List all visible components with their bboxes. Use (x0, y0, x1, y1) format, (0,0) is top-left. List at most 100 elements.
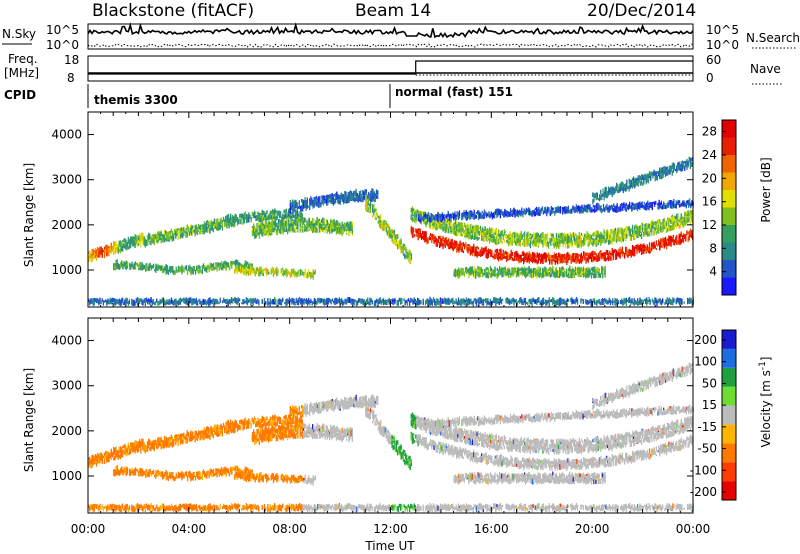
power-cell (239, 265, 242, 271)
power-cell (330, 226, 332, 232)
power-cell (223, 263, 225, 268)
power-cell (588, 243, 591, 246)
power-cell (462, 227, 465, 233)
power-cell (541, 233, 543, 239)
power-cell (241, 213, 243, 216)
power-cell (489, 269, 492, 272)
power-cell (504, 251, 507, 255)
power-cell (562, 244, 564, 248)
nsky-label: N.Sky (2, 27, 36, 41)
power-cell (216, 218, 218, 223)
power-cell (120, 248, 123, 251)
power-cell (400, 245, 402, 250)
power-cell (335, 220, 338, 224)
power-cell (287, 212, 290, 215)
power-cell (210, 267, 213, 271)
power-cell (332, 229, 334, 232)
power-cell (302, 204, 304, 209)
power-cell (368, 203, 370, 207)
power-cell (155, 234, 158, 240)
power-cell (453, 240, 456, 246)
power-cell (364, 196, 366, 201)
power-cell (296, 219, 298, 222)
power-cell (450, 242, 452, 249)
power-cell (294, 270, 296, 276)
power-cell (285, 222, 288, 227)
power-cell (442, 238, 444, 242)
power-cell (532, 234, 534, 238)
power-cell (134, 234, 136, 241)
power-cell (285, 268, 287, 273)
power-cell (264, 229, 266, 234)
power-cell (470, 246, 473, 250)
power-cell (334, 221, 336, 225)
power-cell (301, 228, 304, 233)
power-cell (88, 256, 90, 260)
power-cell (341, 221, 343, 227)
power-cell (431, 234, 433, 237)
power-cell (138, 266, 140, 271)
power-cell (344, 223, 347, 228)
power-cell (375, 217, 377, 220)
power-cell (145, 268, 147, 272)
power-cell (246, 267, 248, 272)
power-cell (330, 223, 332, 227)
power-cell (650, 230, 652, 233)
power-cell (290, 223, 292, 229)
power-cell (183, 268, 185, 273)
power-cell (400, 238, 402, 244)
power-cell (577, 236, 579, 242)
power-cell (385, 224, 387, 228)
power-cell (351, 221, 353, 227)
power-cell (158, 265, 160, 270)
power-cell (107, 252, 109, 256)
power-cell (496, 267, 498, 272)
power-cell (486, 254, 488, 260)
power-cell (384, 225, 386, 230)
power-cell (265, 216, 267, 222)
power-cell (252, 269, 254, 273)
power-cell (386, 228, 389, 232)
power-cell (554, 243, 556, 247)
power-cell (410, 255, 412, 261)
power-cell (574, 233, 576, 236)
power-cell (270, 268, 272, 274)
power-cell (100, 251, 102, 254)
power-cell (245, 219, 248, 224)
power-cell (680, 238, 682, 244)
power-cell (680, 231, 682, 237)
power-cell (219, 218, 221, 224)
power-cell (372, 195, 374, 201)
power-cell (125, 239, 127, 244)
power-cell (237, 268, 239, 273)
power-cell (291, 211, 293, 215)
power-cell (247, 220, 249, 223)
power-cell (515, 237, 517, 241)
power-cell (347, 224, 349, 228)
power-cell (470, 249, 473, 254)
power-cell (452, 223, 454, 228)
power-cell (166, 266, 168, 272)
power-cell (460, 244, 462, 249)
power-cell (235, 259, 237, 265)
power-cell (274, 227, 276, 231)
power-cell (289, 215, 291, 219)
power-cell (254, 225, 256, 230)
power-cell (601, 256, 603, 260)
power-cell (401, 246, 403, 252)
power-cell (459, 240, 461, 246)
power-cell (435, 242, 437, 246)
power-cell (587, 234, 589, 240)
power-cell (509, 255, 511, 260)
power-cell (130, 264, 132, 269)
power-cell (521, 258, 524, 261)
power-cell (306, 273, 309, 279)
power-cell (192, 269, 194, 275)
power-cell (480, 268, 482, 274)
power-cell (142, 232, 144, 239)
power-cell (517, 257, 519, 262)
power-cell (378, 216, 381, 222)
power-cell (178, 228, 180, 234)
power-cell (456, 272, 459, 276)
power-cell (392, 239, 394, 245)
